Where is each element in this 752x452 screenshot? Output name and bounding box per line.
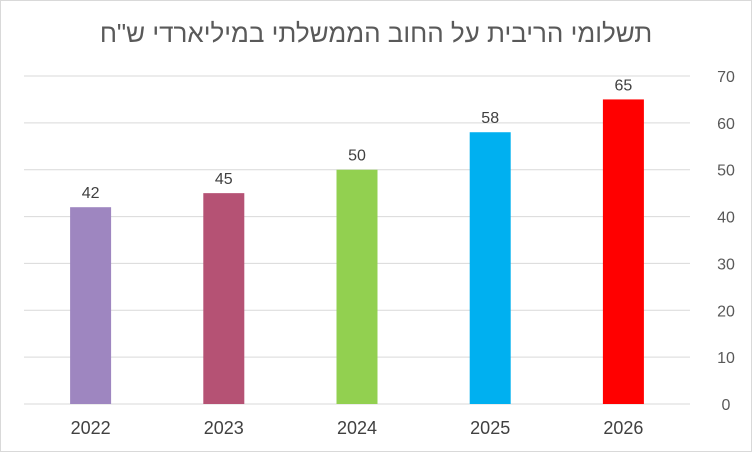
y-axis-ticks: 0 10 20 30 40 50 60 70 xyxy=(717,69,735,414)
bar-2026 xyxy=(602,99,644,404)
y-tick-label: 0 xyxy=(722,397,731,414)
bar-2024 xyxy=(336,169,378,404)
y-tick-label: 40 xyxy=(717,210,735,227)
chart-title: תשלומי הריבית על החוב הממשלתי במיליארדי … xyxy=(99,18,653,48)
y-tick-label: 10 xyxy=(717,350,735,367)
y-tick-label: 20 xyxy=(717,303,735,320)
bars xyxy=(70,99,644,404)
y-tick-label: 30 xyxy=(717,256,735,273)
data-label: 45 xyxy=(215,171,233,188)
x-category-label: 2025 xyxy=(470,418,510,438)
x-category-label: 2023 xyxy=(204,418,244,438)
data-label: 58 xyxy=(481,110,499,127)
x-category-label: 2024 xyxy=(337,418,377,438)
y-tick-label: 70 xyxy=(717,69,735,86)
x-axis-categories: 2022 2023 2024 2025 2026 xyxy=(71,418,644,438)
y-tick-label: 50 xyxy=(717,163,735,180)
x-category-label: 2026 xyxy=(603,418,643,438)
bar-2025 xyxy=(469,132,511,404)
data-label: 65 xyxy=(615,77,633,94)
bar-2023 xyxy=(203,193,245,404)
y-tick-label: 60 xyxy=(717,116,735,133)
data-label: 50 xyxy=(348,148,366,165)
data-labels: 42 45 50 58 65 xyxy=(82,77,633,202)
data-label: 42 xyxy=(82,185,100,202)
x-category-label: 2022 xyxy=(71,418,111,438)
bar-2022 xyxy=(70,207,112,404)
